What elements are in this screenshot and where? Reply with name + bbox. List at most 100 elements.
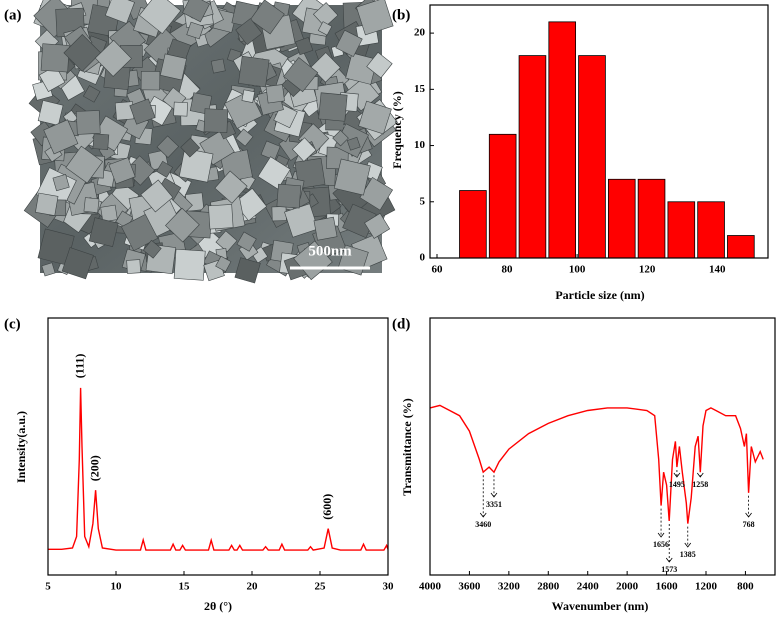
peak-annotation: (111) [72, 354, 86, 379]
grain [271, 206, 287, 222]
peak-label: 1495 [669, 480, 685, 489]
arrow-head [745, 512, 752, 518]
x-tick-label: 120 [639, 264, 656, 276]
grain [215, 230, 238, 253]
x-axis-label: 2θ (°) [204, 599, 232, 613]
grain [276, 183, 302, 209]
scale-bar-label: 500nm [308, 243, 352, 259]
grain [312, 2, 339, 28]
grain [318, 92, 348, 122]
grain [114, 101, 135, 121]
peak-label: 1385 [680, 550, 696, 559]
peak-label: 1573 [661, 565, 677, 574]
panel-label: (d) [392, 316, 410, 332]
grain [35, 192, 59, 216]
x-tick-label: 1200 [695, 581, 718, 593]
grain [257, 156, 291, 190]
grain [366, 51, 393, 79]
grain [265, 84, 285, 104]
grain [291, 137, 317, 162]
peak-label: 3351 [486, 500, 502, 509]
x-axis-label: Particle size (nm) [555, 288, 644, 302]
grain [156, 160, 174, 178]
arrow-head [657, 532, 665, 538]
grain [140, 70, 161, 91]
x-tick-label: 15 [179, 581, 191, 593]
grain [138, 0, 182, 35]
grain [182, 0, 211, 23]
grain [173, 101, 188, 117]
grain [52, 174, 70, 192]
x-tick-label: 4000 [419, 581, 442, 593]
grain [214, 170, 248, 204]
grain [364, 212, 391, 239]
peak-annotation: (600) [320, 494, 334, 520]
panel-label: (c) [4, 316, 21, 332]
grain [43, 119, 79, 155]
panel-label: (a) [4, 7, 22, 23]
grain [156, 135, 180, 158]
grain [358, 100, 392, 135]
x-tick-label: 2400 [577, 581, 600, 593]
grain [120, 213, 159, 252]
y-axis-label: Intensity(a.u.) [14, 411, 28, 483]
x-tick-label: 10 [111, 581, 123, 593]
x-tick-label: 80 [502, 264, 514, 276]
grain [165, 207, 200, 243]
grain [236, 231, 257, 252]
grain [333, 158, 371, 196]
bar [697, 201, 725, 259]
grain [159, 53, 187, 81]
plot-frame [429, 317, 776, 576]
bar [727, 235, 755, 259]
y-axis-label: Frequency (%) [390, 91, 404, 168]
y-tick-label: 15 [414, 83, 426, 95]
sem-grains [23, 0, 398, 284]
grain [283, 57, 319, 93]
x-tick-label: 5 [45, 581, 51, 593]
grain [235, 18, 263, 46]
bar [488, 133, 517, 259]
grain [235, 128, 254, 147]
grain [346, 136, 361, 151]
grain [313, 216, 338, 241]
line-series [48, 387, 389, 551]
grain [92, 133, 110, 150]
grain [310, 52, 341, 83]
grain [88, 217, 119, 247]
grain [260, 140, 281, 161]
bar [459, 190, 487, 259]
grain [65, 145, 104, 184]
grain [241, 89, 256, 103]
plot-frame [47, 317, 389, 576]
y-tick-label: 10 [414, 139, 426, 151]
grain [94, 39, 132, 77]
grain [129, 98, 156, 125]
arrow-head [490, 492, 498, 498]
x-tick-label: 3600 [458, 581, 481, 593]
x-axis-label: Wavenumber (nm) [552, 599, 649, 613]
grain [317, 21, 333, 36]
peak-label: 1656 [653, 540, 669, 549]
arrow-head [479, 512, 487, 518]
x-tick-label: 30 [383, 581, 395, 593]
peak-label: 1258 [692, 480, 708, 489]
grain [37, 100, 64, 126]
grain [332, 129, 349, 147]
grain [75, 110, 101, 135]
grain [249, 0, 285, 35]
grain [295, 36, 314, 56]
grain [359, 176, 394, 211]
grain [186, 21, 204, 40]
x-tick-label: 2000 [616, 581, 639, 593]
x-tick-label: 2800 [537, 581, 560, 593]
grain [234, 257, 261, 284]
grain [126, 259, 141, 274]
bar [548, 21, 577, 259]
line-series [429, 404, 764, 524]
bar [637, 178, 666, 259]
arrow-head [684, 542, 692, 548]
grain [173, 248, 206, 281]
grain [40, 43, 70, 73]
